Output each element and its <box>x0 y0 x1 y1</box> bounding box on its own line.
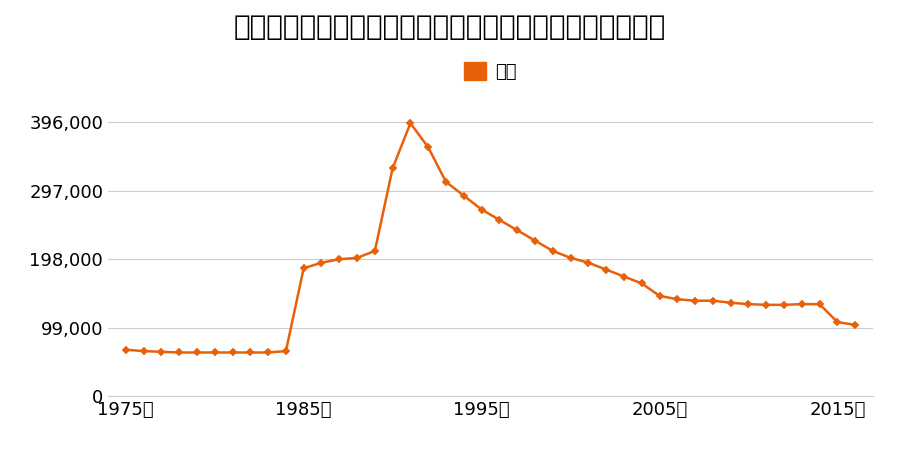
Text: 愛知県名古屋市守山区大字瀬古字川西１４番３の地価推移: 愛知県名古屋市守山区大字瀬古字川西１４番３の地価推移 <box>234 14 666 41</box>
Legend: 価格: 価格 <box>457 54 524 88</box>
